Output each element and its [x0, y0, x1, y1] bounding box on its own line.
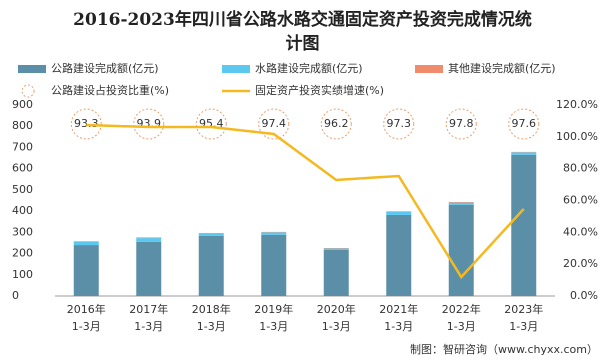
growth-line: [86, 123, 525, 280]
ratio-marker: [320, 108, 352, 140]
y-tick-label: 600: [12, 162, 33, 175]
legend-label: 公路建设完成额(亿元): [51, 61, 159, 75]
y2-tick-label: 20.0%: [563, 257, 598, 270]
legend-swatch: [222, 65, 250, 73]
bar: [73, 241, 99, 242]
x-tick-label: 1-3月: [134, 320, 163, 333]
y-tick-label: 700: [12, 140, 33, 153]
y2-tick-label: 40.0%: [563, 225, 598, 238]
y2-tick-label: 60.0%: [563, 194, 598, 207]
y-tick-label: 500: [12, 183, 33, 196]
y-tick-label: 200: [12, 247, 33, 260]
chart-title: 2016-2023年四川省公路水路交通固定资产投资完成情况统计图: [73, 10, 532, 54]
legend-item: 水路建设完成额(亿元): [222, 61, 363, 75]
y2-tick-label: 100.0%: [556, 130, 598, 143]
x-tick-label: 1-3月: [447, 320, 476, 333]
y-tick-label: 400: [12, 204, 33, 217]
x-tick-label: 2020年: [317, 302, 356, 316]
x-tick-label: 1-3月: [384, 320, 413, 333]
y-tick-label: 900: [12, 98, 33, 111]
x-tick-label: 2021年: [379, 302, 418, 316]
ratio-label: 97.3: [387, 117, 412, 130]
bar: [448, 204, 474, 296]
ratio-marker: [508, 108, 540, 140]
legend-item: 公路建设占投资比重(%): [21, 83, 169, 98]
bar: [323, 249, 349, 296]
bar: [198, 235, 224, 296]
y-tick-label: 300: [12, 225, 33, 238]
bar: [73, 245, 99, 296]
legend-item: 公路建设完成额(亿元): [18, 61, 159, 75]
legend-swatch: [21, 84, 35, 98]
bar: [386, 211, 412, 212]
ratio-label: 93.3: [74, 117, 99, 130]
y2-tick-label: 80.0%: [563, 162, 598, 175]
x-tick-label: 1-3月: [259, 320, 288, 333]
bar: [261, 232, 287, 235]
bar: [511, 152, 537, 155]
ratio-label: 97.8: [449, 117, 474, 130]
x-tick-label: 1-3月: [322, 320, 351, 333]
legend-item: 其他建设完成额(亿元): [415, 61, 556, 75]
source: 制图：智研咨询（www.chyxx.com）: [410, 342, 598, 356]
x-tick-label: 1-3月: [72, 320, 101, 333]
bar: [448, 201, 474, 203]
bar: [386, 214, 412, 296]
ratio-marker: [70, 108, 102, 140]
bar: [136, 241, 162, 296]
x-tick-label: 2019年: [254, 302, 293, 316]
ratio-marker: [133, 108, 165, 140]
y-tick-label: 0: [12, 289, 19, 302]
y-tick-label: 800: [12, 119, 33, 132]
legend-label: 固定资产投资实绩增速(%): [255, 83, 384, 97]
x-tick-label: 2022年: [442, 302, 481, 316]
legend-swatch: [18, 65, 46, 73]
x-tick-label: 2017年: [129, 302, 168, 316]
y2-tick-label: 120.0%: [556, 98, 598, 111]
bar: [323, 248, 349, 250]
ratio-marker: [383, 108, 415, 140]
x-tick-label: 2018年: [192, 302, 231, 316]
bar: [511, 154, 537, 296]
ratio-marker: [258, 108, 290, 140]
bar: [136, 237, 162, 239]
ratio-label: 96.2: [324, 117, 349, 130]
ratio-label: 97.6: [512, 117, 537, 130]
x-tick-label: 1-3月: [197, 320, 226, 333]
bar: [448, 202, 474, 205]
x-tick-label: 1-3月: [509, 320, 538, 333]
bar: [136, 238, 162, 242]
bar: [261, 234, 287, 296]
ratio-marker: [445, 108, 477, 140]
legend-swatch: [415, 65, 443, 73]
legend-label: 公路建设占投资比重(%): [51, 83, 169, 97]
bar: [386, 211, 412, 215]
legend-label: 其他建设完成额(亿元): [448, 61, 556, 75]
bar: [73, 241, 99, 246]
y2-tick-label: 0.0%: [570, 289, 598, 302]
ratio-label: 97.4: [262, 117, 287, 130]
legend-label: 水路建设完成额(亿元): [255, 61, 363, 75]
bar: [198, 233, 224, 236]
ratio-marker: [195, 108, 227, 140]
x-tick-label: 2016年: [67, 302, 106, 316]
x-tick-label: 2023年: [504, 302, 543, 316]
legend-item: 固定资产投资实绩增速(%): [222, 83, 384, 97]
y-tick-label: 100: [12, 268, 33, 281]
